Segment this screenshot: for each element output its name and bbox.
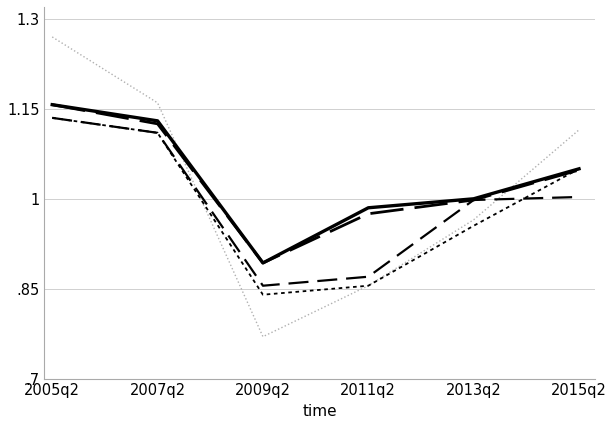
X-axis label: time: time	[302, 404, 337, 419]
